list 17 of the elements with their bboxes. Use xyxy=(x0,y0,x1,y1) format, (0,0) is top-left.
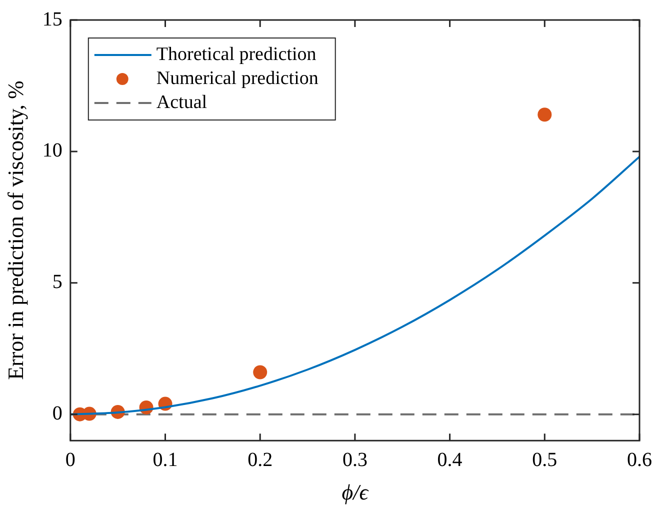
x-axis-title: ϕ/ϵ xyxy=(342,480,370,505)
point xyxy=(538,108,552,122)
y-tick-label: 0 xyxy=(52,402,62,425)
x-tick-label: 0.6 xyxy=(627,448,652,471)
y-axis-title: Error in prediction of viscosity, % xyxy=(2,80,28,380)
x-tick-label: 0.2 xyxy=(248,448,273,471)
y-tick-label: 15 xyxy=(42,8,62,30)
x-tick-label: 0.1 xyxy=(152,448,178,471)
legend-label: Numerical prediction xyxy=(156,68,319,89)
point xyxy=(253,365,268,380)
x-tick-label: 0.5 xyxy=(532,448,558,471)
x-tick-label: 0.4 xyxy=(437,448,462,471)
legend-label: Actual xyxy=(156,92,208,113)
y-tick-label: 10 xyxy=(42,140,62,162)
legend-label: Thoretical prediction xyxy=(156,44,317,65)
y-tick-label: 5 xyxy=(52,271,62,294)
x-tick-label: 0.3 xyxy=(342,448,368,471)
